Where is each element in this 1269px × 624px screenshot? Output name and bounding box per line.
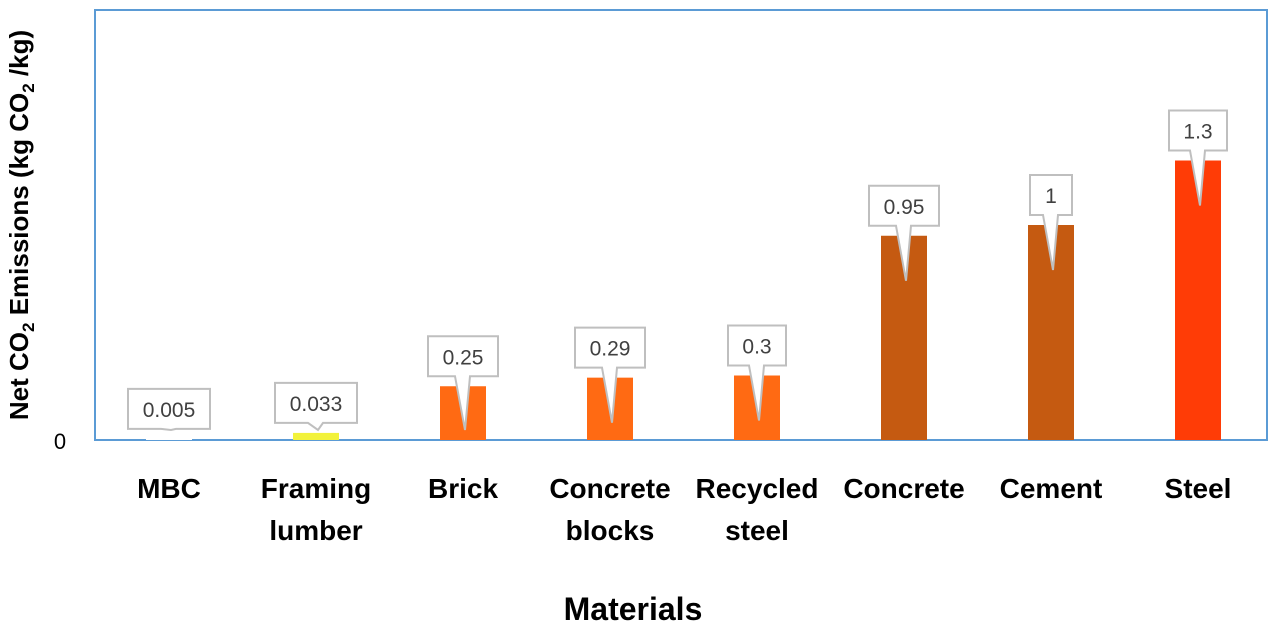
data-label-2: 0.25 [443, 346, 484, 369]
category-label-6-line-0: Cement [1000, 473, 1103, 504]
bar-7 [1175, 160, 1221, 440]
category-label-5-line-0: Concrete [843, 473, 964, 504]
y-axis-title-part-a: Net CO [4, 332, 34, 420]
category-label-5: Concrete [843, 473, 964, 504]
y-tick-label-0: 0 [54, 429, 66, 454]
y-axis-title-sub-2: 2 [19, 83, 38, 92]
data-label-callout-4 [727, 324, 787, 421]
category-label-1-line-0: Framing [261, 473, 371, 504]
y-axis-title-sub-1: 2 [19, 323, 38, 332]
x-axis-title: Materials [564, 591, 703, 624]
category-label-2-line-0: Brick [428, 473, 498, 504]
category-label-2: Brick [428, 473, 498, 504]
data-label-callout-0 [127, 387, 211, 432]
bar-1 [293, 432, 339, 440]
data-label-callout-3 [574, 326, 646, 423]
data-label-callout-1 [274, 381, 358, 432]
data-label-7: 1.3 [1183, 121, 1212, 144]
data-label-callout-7 [1168, 109, 1228, 206]
data-label-callout-6 [1029, 174, 1073, 271]
data-labels-group: 0.005 0.033 0.25 0.29 0.3 0.95 1 1.3 [127, 109, 1228, 432]
category-label-4-line-1: steel [725, 515, 789, 546]
category-labels-group: MBC Framing lumber Brick Concrete blocks Recyc… [137, 473, 1231, 546]
category-label-7: Steel [1165, 473, 1232, 504]
data-label-0: 0.005 [143, 399, 196, 422]
y-axis-title-part-b: Emissions (kg CO [4, 93, 34, 323]
category-label-0-line-0: MBC [137, 473, 201, 504]
data-label-1: 0.033 [290, 393, 343, 416]
category-label-3-line-0: Concrete [549, 473, 670, 504]
category-label-1-line-1: lumber [269, 515, 362, 546]
data-label-callout-2 [427, 335, 499, 431]
category-label-4-line-0: Recycled [696, 473, 819, 504]
data-label-6: 1 [1045, 185, 1057, 208]
category-label-1: Framing lumber [261, 473, 371, 546]
bar-0 [146, 438, 192, 440]
category-label-7-line-0: Steel [1165, 473, 1232, 504]
y-axis-title-part-c: /kg) [4, 30, 34, 83]
data-label-3: 0.29 [590, 338, 631, 361]
category-label-3: Concrete blocks [549, 473, 670, 546]
category-label-3-line-1: blocks [566, 515, 655, 546]
category-label-6: Cement [1000, 473, 1103, 504]
category-label-4: Recycled steel [696, 473, 819, 546]
data-label-4: 0.3 [742, 336, 771, 359]
plot-area-frame [94, 9, 1268, 441]
data-label-callout-5 [868, 184, 940, 281]
y-axis-title: Net CO2 Emissions (kg CO2 /kg) [4, 30, 38, 420]
data-label-5: 0.95 [884, 196, 925, 219]
category-label-0: MBC [137, 473, 201, 504]
